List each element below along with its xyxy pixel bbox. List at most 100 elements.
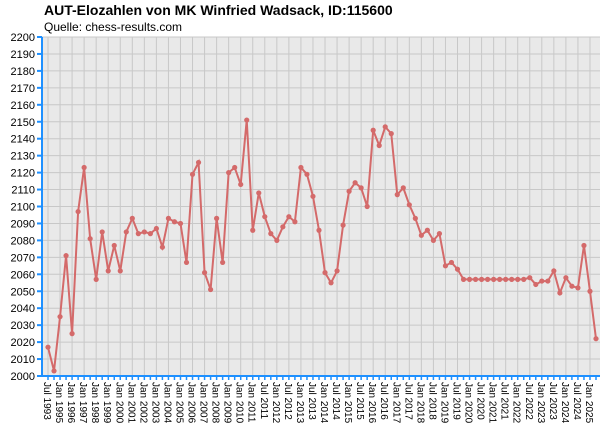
y-tick-label: 2000 [11, 371, 35, 383]
point [515, 276, 521, 282]
point [238, 181, 244, 188]
point [262, 214, 268, 220]
x-tick-label: Jan 2019 [438, 382, 449, 424]
x-tick-label: Jan 2005 [173, 382, 184, 424]
point [352, 180, 358, 186]
point [159, 244, 166, 250]
y-tick-label: 2190 [11, 49, 35, 61]
point [153, 225, 159, 232]
x-tick-label: Jul 2012 [282, 382, 293, 420]
point [45, 344, 51, 350]
y-tick-label: 2020 [11, 337, 35, 349]
point [587, 288, 593, 294]
y-tick-label: 2140 [11, 134, 35, 146]
point [545, 278, 551, 284]
y-tick-label: 2010 [11, 354, 35, 366]
point [581, 242, 587, 249]
point [99, 229, 105, 235]
point [376, 142, 382, 149]
x-tick-label: Jan 2010 [234, 382, 245, 424]
point [382, 124, 388, 130]
point [424, 227, 430, 233]
x-tick-label: Jan 1999 [101, 382, 112, 424]
point [340, 222, 346, 228]
x-tick-label: Jan 1995 [53, 382, 64, 424]
point [593, 336, 599, 342]
y-tick-label: 2090 [11, 218, 35, 230]
point [195, 159, 202, 166]
y-tick-label: 2170 [11, 83, 35, 95]
x-tick-label: Jan 2013 [294, 382, 305, 424]
y-tick-label: 2130 [11, 151, 35, 163]
point [93, 276, 99, 282]
chart-title: AUT-Elozahlen von MK Winfried Wadsack, I… [44, 2, 393, 18]
point [220, 259, 226, 266]
point [472, 276, 479, 282]
point [503, 276, 509, 282]
x-tick-label: Jul 2024 [571, 382, 582, 420]
x-tick-label: Jan 2025 [583, 382, 594, 424]
point [328, 280, 334, 286]
y-tick-label: 2050 [11, 286, 35, 298]
x-tick-label: Jul 2011 [258, 382, 269, 420]
point [322, 270, 328, 276]
point [304, 171, 310, 177]
point [201, 270, 208, 276]
x-tick-label: Jan 1996 [65, 382, 76, 424]
y-tick-label: 2060 [11, 269, 35, 281]
point [563, 275, 569, 281]
point [171, 219, 178, 225]
x-tick-label: Jul 2023 [547, 382, 558, 420]
point [189, 171, 196, 177]
point [539, 278, 545, 284]
point [63, 253, 69, 259]
x-tick-label: Jan 2024 [559, 382, 570, 424]
point [412, 215, 418, 221]
point [81, 164, 87, 171]
point [123, 229, 129, 235]
x-tick-label: Jul 2016 [378, 382, 389, 420]
x-tick-label: Jan 2014 [318, 382, 329, 424]
point [286, 214, 292, 220]
x-tick-label: Jan 2002 [137, 382, 148, 424]
y-tick-label: 2030 [11, 320, 35, 332]
y-tick-label: 2200 [11, 32, 35, 44]
x-tick-label: Jan 2009 [222, 382, 233, 424]
point [533, 281, 539, 288]
point [497, 276, 503, 282]
point [207, 286, 214, 293]
x-tick-label: Jul 1993 [41, 382, 52, 420]
x-tick-label: Jan 2001 [125, 382, 136, 424]
x-tick-label: Jul 2014 [330, 382, 341, 420]
point [575, 285, 581, 291]
x-tick-label: Jan 2018 [414, 382, 425, 424]
point [466, 276, 473, 282]
x-tick-label: Jan 2007 [198, 382, 209, 424]
point [334, 268, 340, 274]
point [147, 231, 153, 237]
point [485, 276, 491, 282]
x-tick-label: Jan 2015 [342, 382, 353, 424]
x-tick-label: Jan 2008 [210, 382, 221, 424]
y-tick-label: 2110 [11, 185, 35, 197]
point [521, 276, 527, 282]
point [105, 268, 111, 274]
x-tick-label: Jan 2017 [390, 382, 401, 424]
x-tick-label: Jan 2004 [161, 382, 172, 424]
point [226, 170, 232, 176]
x-tick-label: Jan 2011 [246, 382, 257, 423]
point [75, 208, 81, 215]
y-tick-label: 2160 [11, 100, 35, 112]
point [69, 331, 75, 337]
point [557, 290, 563, 296]
x-tick-label: Jan 2020 [463, 382, 474, 424]
point [478, 276, 485, 282]
point [364, 203, 370, 210]
x-tick-label: Jan 2006 [186, 382, 197, 424]
point [551, 268, 557, 274]
point [491, 276, 497, 282]
point [448, 259, 455, 266]
point [135, 231, 141, 237]
point [117, 268, 123, 274]
